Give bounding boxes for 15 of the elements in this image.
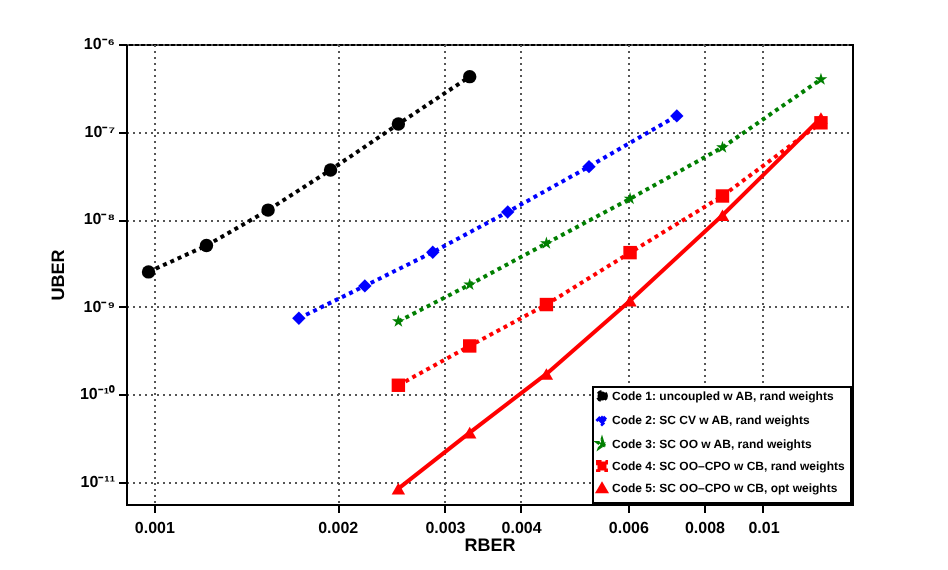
y-tick-label: 10⁻¹⁰ bbox=[79, 385, 115, 404]
x-tick-label: 0.004 bbox=[501, 519, 543, 537]
x-tick-label: 0.006 bbox=[608, 519, 650, 537]
x-tick-label: 0.008 bbox=[684, 519, 727, 537]
x-tick-label: 0.01 bbox=[748, 519, 781, 537]
y-tick-label: 10⁻⁶ bbox=[83, 35, 116, 53]
y-tick-label: 10⁻⁹ bbox=[83, 297, 116, 316]
y-axis-title: UBER bbox=[47, 248, 68, 301]
y-tick-label: 10⁻¹¹ bbox=[80, 472, 116, 491]
y-tick-label: 10⁻⁷ bbox=[84, 122, 115, 141]
x-tick-label: 0.001 bbox=[134, 519, 176, 537]
x-axis-title: RBER bbox=[464, 535, 517, 555]
x-tick-label: 0.003 bbox=[425, 519, 467, 537]
y-tick-label: 10⁻⁸ bbox=[83, 210, 116, 229]
x-tick-label: 0.002 bbox=[318, 519, 360, 537]
